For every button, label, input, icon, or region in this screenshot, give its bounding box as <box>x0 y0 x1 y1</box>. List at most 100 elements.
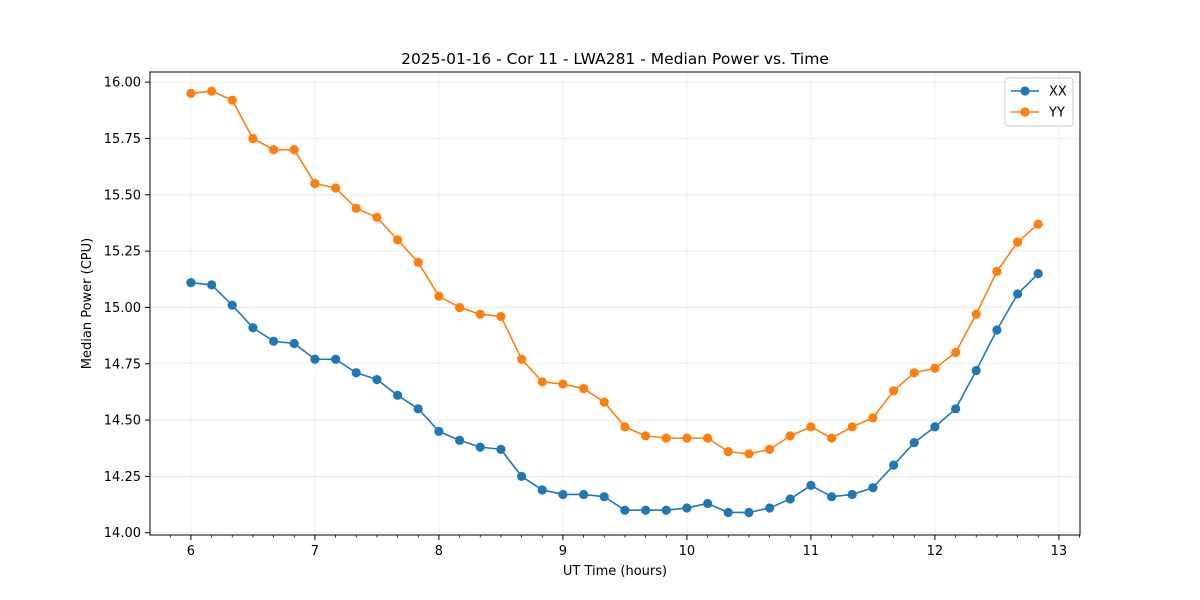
data-point-yy <box>248 133 258 144</box>
y-tick-label: 14.50 <box>104 414 141 429</box>
y-tick-label: 15.50 <box>104 188 141 203</box>
y-tick-label: 16.00 <box>104 76 141 91</box>
data-point-yy <box>744 449 754 459</box>
chart-title: 2025-01-16 - Cor 11 - LWA281 - Median Po… <box>401 50 829 68</box>
data-point-yy <box>310 178 320 189</box>
data-point-yy <box>331 183 341 193</box>
data-point-xx <box>599 492 609 502</box>
data-point-yy <box>868 413 878 423</box>
legend-marker-yy <box>1020 107 1030 117</box>
data-point-xx <box>806 480 816 491</box>
data-point-yy <box>765 444 775 454</box>
data-point-xx <box>434 426 444 436</box>
data-point-xx <box>1013 289 1023 299</box>
data-point-yy <box>207 86 217 96</box>
data-point-yy <box>971 309 981 319</box>
data-point-xx <box>992 325 1002 335</box>
data-point-yy <box>661 433 671 443</box>
data-point-yy <box>827 433 837 443</box>
data-point-xx <box>413 404 423 414</box>
data-point-xx <box>909 438 919 448</box>
data-point-xx <box>475 442 485 452</box>
data-point-xx <box>723 507 733 518</box>
data-point-xx <box>393 390 403 400</box>
y-tick-label: 15.00 <box>104 301 141 316</box>
data-point-yy <box>496 311 506 322</box>
x-tick-label: 9 <box>559 544 567 559</box>
y-tick-label: 14.75 <box>104 357 141 372</box>
data-point-xx <box>744 507 754 518</box>
data-point-yy <box>930 363 940 373</box>
data-point-yy <box>806 422 816 432</box>
data-point-yy <box>289 145 299 155</box>
data-point-xx <box>537 485 547 495</box>
data-point-xx <box>207 280 217 290</box>
data-point-xx <box>785 494 795 504</box>
x-tick-label: 8 <box>435 544 443 559</box>
data-point-yy <box>455 302 465 313</box>
data-point-xx <box>310 354 320 364</box>
data-point-yy <box>785 431 795 441</box>
x-axis-label: UT Time (hours) <box>563 564 667 579</box>
data-point-xx <box>930 422 940 432</box>
data-point-xx <box>971 365 981 376</box>
data-point-yy <box>889 386 899 396</box>
data-point-yy <box>413 257 423 267</box>
data-point-xx <box>765 503 775 513</box>
data-point-xx <box>455 435 465 445</box>
data-point-xx <box>868 483 878 493</box>
y-tick-label: 14.00 <box>104 526 141 541</box>
series-xx <box>186 269 1043 518</box>
legend-label-yy: YY <box>1048 106 1065 121</box>
data-point-yy <box>703 433 713 443</box>
data-point-yy <box>227 95 237 105</box>
grid-layer <box>150 72 1080 535</box>
data-point-yy <box>393 235 403 245</box>
data-point-xx <box>269 336 279 346</box>
data-point-xx <box>847 489 857 500</box>
data-point-yy <box>434 291 444 301</box>
data-point-xx <box>703 498 713 509</box>
data-point-yy <box>372 212 382 222</box>
data-point-yy <box>620 422 630 432</box>
data-point-yy <box>847 422 857 432</box>
data-point-yy <box>517 354 527 364</box>
data-point-yy <box>1013 237 1023 247</box>
data-point-xx <box>579 489 589 500</box>
data-point-xx <box>227 300 237 310</box>
legend: XX YY <box>1004 77 1074 127</box>
data-point-yy <box>579 383 589 394</box>
data-point-yy <box>599 397 609 407</box>
data-point-xx <box>682 503 692 513</box>
data-point-xx <box>620 505 630 515</box>
data-point-yy <box>269 145 279 155</box>
data-point-yy <box>682 433 692 443</box>
data-point-yy <box>186 88 196 99</box>
data-point-xx <box>558 489 568 500</box>
y-tick-label: 15.25 <box>104 245 141 260</box>
data-point-xx <box>248 323 258 333</box>
data-point-yy <box>558 379 568 389</box>
data-point-yy <box>537 377 547 387</box>
legend-marker-xx <box>1020 86 1030 96</box>
data-point-yy <box>723 447 733 457</box>
data-point-xx <box>661 505 671 515</box>
data-point-xx <box>517 471 527 482</box>
data-point-xx <box>951 404 961 414</box>
series-yy <box>186 86 1043 459</box>
data-point-xx <box>496 444 506 454</box>
data-point-xx <box>289 338 299 349</box>
y-tick-label: 14.25 <box>104 470 141 485</box>
x-tick-label: 11 <box>803 544 820 559</box>
y-axis-label: Median Power (CPU) <box>80 238 95 369</box>
data-point-xx <box>641 505 651 515</box>
data-point-yy <box>951 347 961 358</box>
data-point-xx <box>889 460 899 470</box>
data-point-yy <box>351 203 361 213</box>
data-point-xx <box>827 492 837 502</box>
data-point-xx <box>331 354 341 364</box>
y-tick-label: 15.75 <box>104 132 141 147</box>
